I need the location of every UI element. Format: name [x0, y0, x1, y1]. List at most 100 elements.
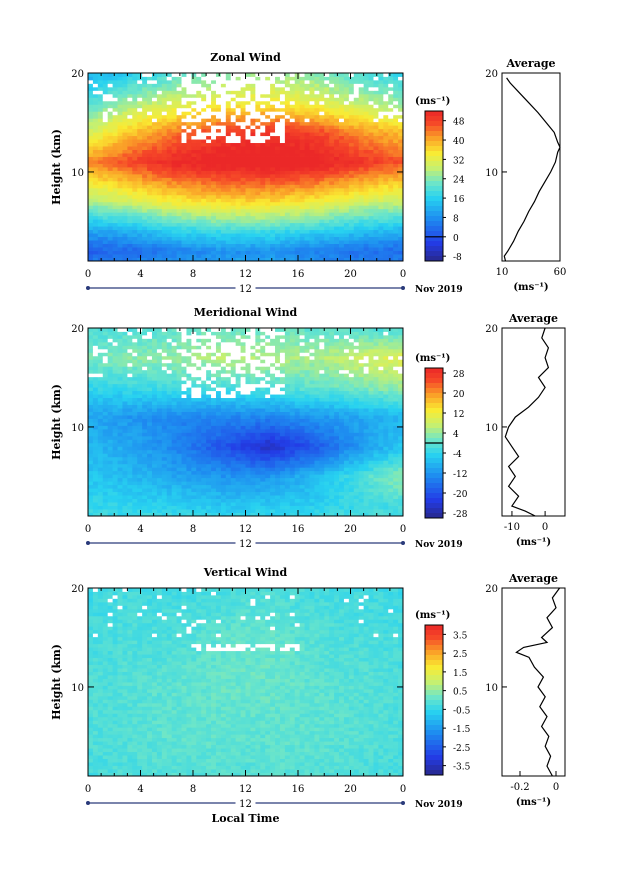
heatmap-cell	[230, 187, 237, 192]
heatmap-cell	[383, 484, 389, 489]
heatmap-cell	[88, 254, 94, 258]
heatmap-cell	[304, 212, 310, 217]
heatmap-cell	[329, 250, 335, 255]
heatmap-cell	[156, 491, 163, 496]
heatmap-cell	[102, 505, 109, 510]
heatmap-cell	[245, 502, 251, 506]
heatmap-cell	[142, 156, 148, 161]
heatmap-cell	[122, 505, 128, 510]
heatmap-cell	[112, 229, 118, 234]
heatmap-cell	[304, 160, 310, 164]
colorbar-band	[425, 136, 443, 142]
heatmap-cell	[378, 177, 384, 182]
heatmap-cell	[299, 243, 305, 248]
heatmap-cell	[398, 128, 404, 133]
heatmap-cell	[363, 505, 369, 510]
heatmap-cell	[201, 86, 207, 91]
heatmap-cell	[92, 219, 99, 224]
heatmap-cell	[250, 79, 256, 84]
heatmap-cell	[230, 177, 237, 182]
heatmap-cell	[378, 477, 384, 482]
heatmap-cell	[245, 442, 251, 447]
heatmap-cell	[147, 187, 153, 192]
heatmap-cell	[304, 73, 310, 77]
heatmap-cell	[186, 488, 192, 493]
heatmap-cell	[161, 456, 168, 461]
heatmap-cell	[181, 198, 187, 203]
heatmap-cell	[132, 257, 138, 262]
heatmap-cell	[196, 250, 202, 255]
heatmap-cell	[196, 212, 202, 217]
heatmap-cell	[304, 111, 310, 116]
heatmap-cell	[171, 187, 177, 192]
heatmap-cell	[304, 243, 310, 248]
heatmap-cell	[289, 79, 296, 84]
heatmap-cell	[363, 229, 369, 234]
heatmap-cell	[230, 509, 237, 513]
heatmap-cell	[147, 93, 153, 98]
heatmap-cell	[383, 100, 389, 105]
heatmap-cell	[309, 449, 315, 454]
heatmap-cell	[211, 453, 217, 458]
heatmap-cell	[324, 100, 330, 105]
heatmap-cell	[97, 509, 104, 513]
heatmap-cell	[373, 453, 379, 458]
heatmap-cell	[117, 247, 123, 251]
heatmap-cell	[161, 222, 168, 227]
heatmap-cell	[265, 184, 271, 189]
heatmap-cell	[329, 167, 335, 171]
heatmap-cell	[127, 149, 133, 154]
heatmap-cell	[383, 76, 389, 81]
heatmap-cell	[314, 139, 320, 144]
heatmap-cell	[88, 83, 94, 88]
heatmap-cell	[161, 135, 168, 140]
heatmap-cell	[363, 79, 369, 84]
heatmap-cell	[151, 132, 158, 137]
heatmap-cell	[186, 481, 192, 486]
heatmap-cell	[225, 83, 232, 88]
heatmap-cell	[255, 177, 261, 182]
heatmap-cell	[225, 93, 232, 98]
heatmap-cell	[92, 135, 99, 140]
heatmap-cell	[206, 484, 212, 489]
heatmap-cell	[368, 453, 374, 458]
heatmap-cell	[250, 135, 256, 140]
heatmap-cell	[122, 233, 128, 238]
heatmap-cell	[171, 229, 177, 234]
heatmap-cell	[235, 132, 241, 137]
heatmap-cell	[122, 163, 128, 168]
heatmap-cell	[181, 121, 187, 126]
heatmap-cell	[304, 194, 310, 199]
heatmap-cell	[176, 132, 182, 137]
heatmap-cell	[235, 83, 241, 88]
heatmap-cell	[270, 104, 276, 109]
heatmap-cell	[186, 243, 192, 248]
heatmap-cell	[250, 73, 256, 77]
heatmap-cell	[137, 160, 143, 164]
heatmap-cell	[161, 90, 168, 95]
heatmap-cell	[284, 201, 291, 206]
heatmap-cell	[176, 121, 182, 126]
heatmap-cell	[156, 100, 163, 105]
heatmap-cell	[161, 219, 168, 224]
heatmap-cell	[279, 470, 286, 475]
heatmap-cell	[393, 170, 399, 175]
heatmap-cell	[161, 132, 168, 137]
heatmap-cell	[176, 488, 182, 493]
heatmap-cell	[250, 467, 256, 472]
heatmap-cell	[171, 467, 177, 472]
heatmap-cell	[201, 93, 207, 98]
heatmap-cell	[358, 135, 365, 140]
heatmap-cell	[245, 456, 251, 461]
heatmap-cell	[398, 114, 404, 119]
heatmap-cell	[314, 167, 320, 171]
heatmap-cell	[102, 149, 109, 154]
heatmap-cell	[265, 142, 271, 147]
heatmap-cell	[127, 509, 133, 513]
heatmap-cell	[156, 453, 163, 458]
heatmap-cell	[279, 142, 286, 147]
heatmap-cell	[255, 198, 261, 203]
heatmap-cell	[309, 177, 315, 182]
heatmap-cell	[240, 236, 246, 241]
heatmap-cell	[398, 201, 404, 206]
